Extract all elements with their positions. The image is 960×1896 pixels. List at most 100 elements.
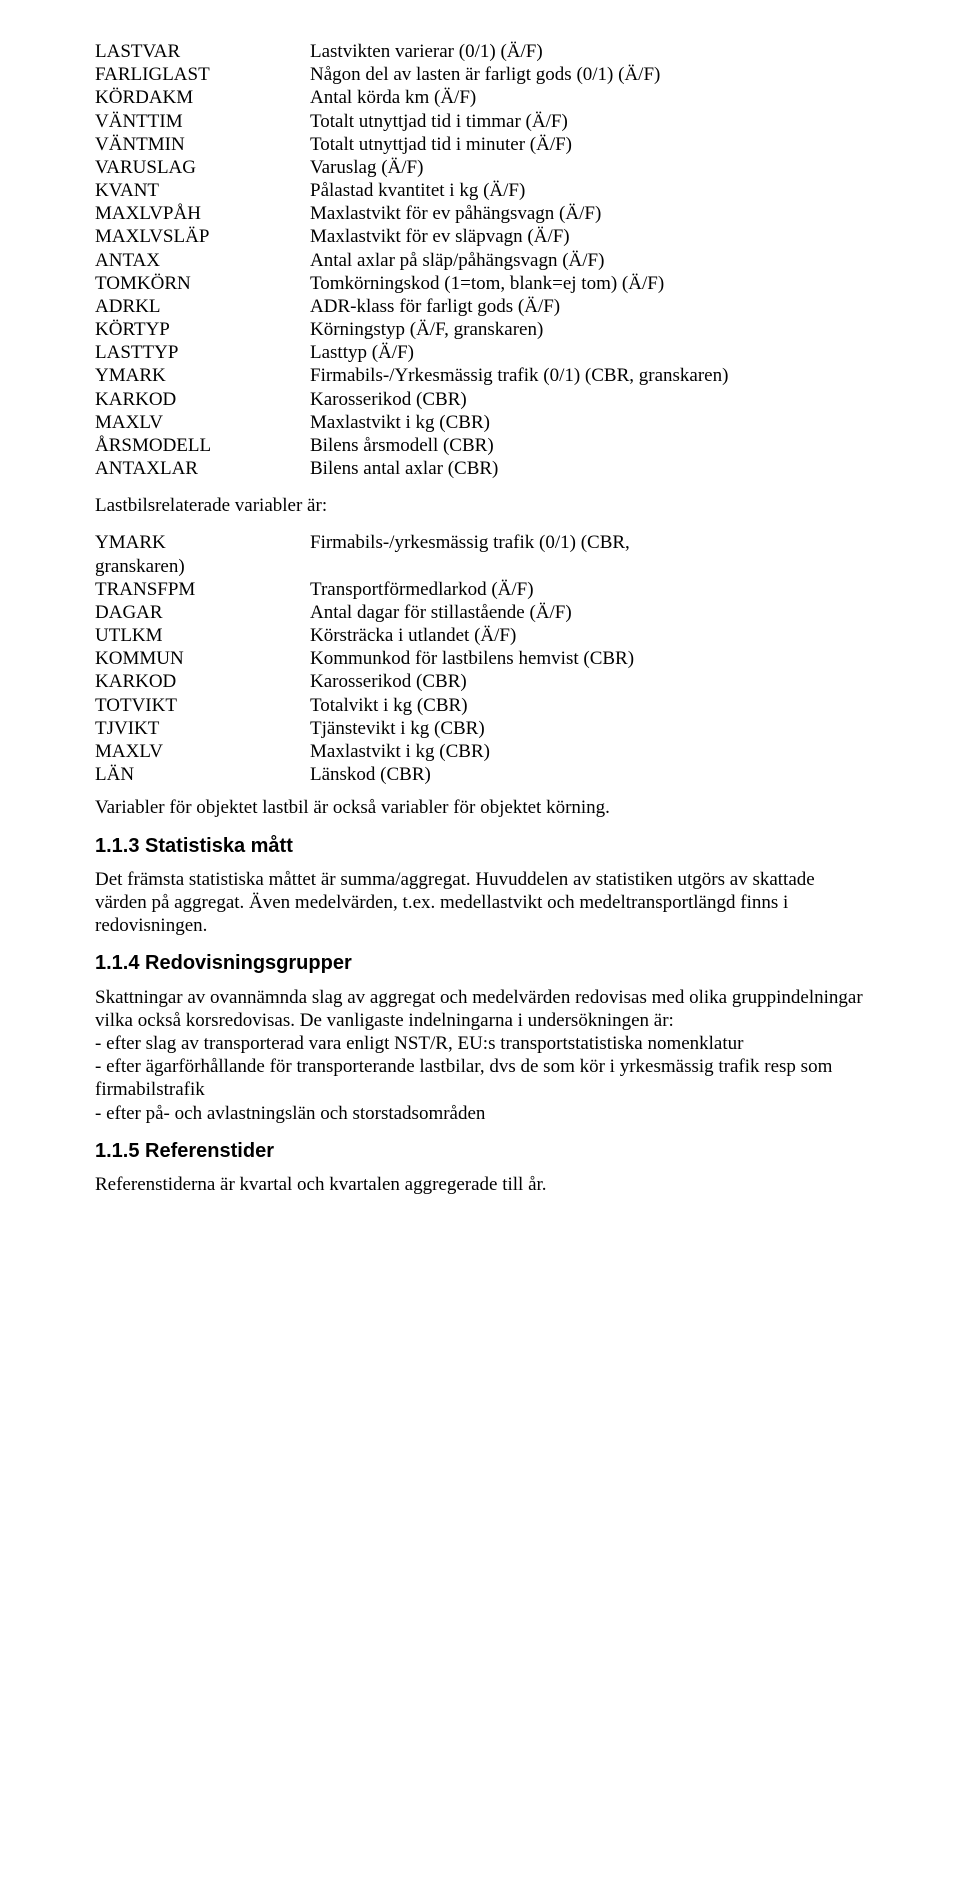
- variable-row: YMARKFirmabils-/Yrkesmässig trafik (0/1)…: [95, 364, 865, 387]
- variable-row: MAXLVMaxlastvikt i kg (CBR): [95, 411, 865, 434]
- variable-code: TOTVIKT: [95, 694, 310, 717]
- variable-code: DAGAR: [95, 601, 310, 624]
- variable-row: UTLKMKörsträcka i utlandet (Ä/F): [95, 624, 865, 647]
- variable-code: FARLIGLAST: [95, 63, 310, 86]
- variable-description: Någon del av lasten är farligt gods (0/1…: [310, 63, 865, 86]
- variable-description: Karosserikod (CBR): [310, 670, 865, 693]
- variable-description: Kommunkod för lastbilens hemvist (CBR): [310, 647, 865, 670]
- variable-row: YMARKgranskaren)Firmabils-/yrkesmässig t…: [95, 531, 865, 577]
- variable-code: YMARKgranskaren): [95, 531, 310, 577]
- variable-description: Firmabils-/Yrkesmässig trafik (0/1) (CBR…: [310, 364, 865, 387]
- variable-description: Lasttyp (Ä/F): [310, 341, 865, 364]
- variable-code: ANTAX: [95, 249, 310, 272]
- variable-row: LÄNLänskod (CBR): [95, 763, 865, 786]
- heading-1-1-5: 1.1.5 Referenstider: [95, 1139, 865, 1163]
- variable-description: Transportförmedlarkod (Ä/F): [310, 578, 865, 601]
- variable-row: ÅRSMODELLBilens årsmodell (CBR): [95, 434, 865, 457]
- variable-description: Körningstyp (Ä/F, granskaren): [310, 318, 865, 341]
- variable-description: Bilens antal axlar (CBR): [310, 457, 865, 480]
- bullets-1-1-4: - efter slag av transporterad vara enlig…: [95, 1032, 865, 1125]
- variable-code: KOMMUN: [95, 647, 310, 670]
- variable-description: Körsträcka i utlandet (Ä/F): [310, 624, 865, 647]
- para-after-vars2: Variabler för objektet lastbil är också …: [95, 796, 865, 819]
- bullet-line: - efter slag av transporterad vara enlig…: [95, 1032, 865, 1055]
- variable-row: TJVIKTTjänstevikt i kg (CBR): [95, 717, 865, 740]
- variable-code: VÄNTMIN: [95, 133, 310, 156]
- section-2-label: Lastbilsrelaterade variabler är:: [95, 494, 865, 517]
- variable-row: ANTAXLARBilens antal axlar (CBR): [95, 457, 865, 480]
- variable-code: VÄNTTIM: [95, 110, 310, 133]
- variable-row: LASTTYPLasttyp (Ä/F): [95, 341, 865, 364]
- variable-table-2: YMARKgranskaren)Firmabils-/yrkesmässig t…: [95, 531, 865, 786]
- variable-code: ÅRSMODELL: [95, 434, 310, 457]
- variable-description: ADR-klass för farligt gods (Ä/F): [310, 295, 865, 318]
- variable-description: Maxlastvikt för ev påhängsvagn (Ä/F): [310, 202, 865, 225]
- variable-row: KÖRDAKMAntal körda km (Ä/F): [95, 86, 865, 109]
- variable-code: MAXLV: [95, 740, 310, 763]
- variable-row: LASTVARLastvikten varierar (0/1) (Ä/F): [95, 40, 865, 63]
- para-1-1-4-intro: Skattningar av ovannämnda slag av aggreg…: [95, 986, 865, 1032]
- variable-row: MAXLVPÅHMaxlastvikt för ev påhängsvagn (…: [95, 202, 865, 225]
- variable-description: Tomkörningskod (1=tom, blank=ej tom) (Ä/…: [310, 272, 865, 295]
- para-1-1-5: Referenstiderna är kvartal och kvartalen…: [95, 1173, 865, 1196]
- variable-description: Tjänstevikt i kg (CBR): [310, 717, 865, 740]
- variable-description: Totalt utnyttjad tid i minuter (Ä/F): [310, 133, 865, 156]
- variable-description: Totalvikt i kg (CBR): [310, 694, 865, 717]
- variable-description: Antal axlar på släp/påhängsvagn (Ä/F): [310, 249, 865, 272]
- variable-code: TJVIKT: [95, 717, 310, 740]
- variable-code: MAXLVSLÄP: [95, 225, 310, 248]
- variable-code: KÖRTYP: [95, 318, 310, 341]
- variable-description: Antal körda km (Ä/F): [310, 86, 865, 109]
- heading-1-1-3: 1.1.3 Statistiska mått: [95, 834, 865, 858]
- variable-code: TOMKÖRN: [95, 272, 310, 295]
- variable-row: DAGARAntal dagar för stillastående (Ä/F): [95, 601, 865, 624]
- variable-description: Antal dagar för stillastående (Ä/F): [310, 601, 865, 624]
- variable-description: Totalt utnyttjad tid i timmar (Ä/F): [310, 110, 865, 133]
- variable-description: Varuslag (Ä/F): [310, 156, 865, 179]
- variable-row: TOTVIKTTotalvikt i kg (CBR): [95, 694, 865, 717]
- variable-description: Maxlastvikt i kg (CBR): [310, 740, 865, 763]
- variable-code: KARKOD: [95, 388, 310, 411]
- variable-description: Firmabils-/yrkesmässig trafik (0/1) (CBR…: [310, 531, 865, 577]
- variable-row: ANTAXAntal axlar på släp/påhängsvagn (Ä/…: [95, 249, 865, 272]
- variable-row: KVANTPålastad kvantitet i kg (Ä/F): [95, 179, 865, 202]
- variable-row: KÖRTYPKörningstyp (Ä/F, granskaren): [95, 318, 865, 341]
- variable-description: Karosserikod (CBR): [310, 388, 865, 411]
- variable-description: Maxlastvikt för ev släpvagn (Ä/F): [310, 225, 865, 248]
- variable-row: VÄNTMINTotalt utnyttjad tid i minuter (Ä…: [95, 133, 865, 156]
- variable-code: KARKOD: [95, 670, 310, 693]
- variable-row: VÄNTTIMTotalt utnyttjad tid i timmar (Ä/…: [95, 110, 865, 133]
- variable-code: ANTAXLAR: [95, 457, 310, 480]
- variable-description: Bilens årsmodell (CBR): [310, 434, 865, 457]
- bullet-line: - efter ägarförhållande för transportera…: [95, 1055, 865, 1101]
- variable-row: FARLIGLASTNågon del av lasten är farligt…: [95, 63, 865, 86]
- variable-code: VARUSLAG: [95, 156, 310, 179]
- variable-code: TRANSFPM: [95, 578, 310, 601]
- variable-code: MAXLVPÅH: [95, 202, 310, 225]
- variable-description: Länskod (CBR): [310, 763, 865, 786]
- variable-code: LASTVAR: [95, 40, 310, 63]
- variable-code: UTLKM: [95, 624, 310, 647]
- variable-table-1: LASTVARLastvikten varierar (0/1) (Ä/F)FA…: [95, 40, 865, 480]
- variable-description: Pålastad kvantitet i kg (Ä/F): [310, 179, 865, 202]
- variable-row: VARUSLAGVaruslag (Ä/F): [95, 156, 865, 179]
- para-1-1-3: Det främsta statistiska måttet är summa/…: [95, 868, 865, 938]
- variable-row: MAXLVSLÄPMaxlastvikt för ev släpvagn (Ä/…: [95, 225, 865, 248]
- variable-code: KVANT: [95, 179, 310, 202]
- variable-description: Maxlastvikt i kg (CBR): [310, 411, 865, 434]
- variable-code: YMARK: [95, 364, 310, 387]
- document-page: LASTVARLastvikten varierar (0/1) (Ä/F)FA…: [0, 0, 960, 1266]
- variable-row: TOMKÖRNTomkörningskod (1=tom, blank=ej t…: [95, 272, 865, 295]
- variable-code: LASTTYP: [95, 341, 310, 364]
- variable-row: TRANSFPMTransportförmedlarkod (Ä/F): [95, 578, 865, 601]
- variable-row: ADRKLADR-klass för farligt gods (Ä/F): [95, 295, 865, 318]
- variable-row: MAXLVMaxlastvikt i kg (CBR): [95, 740, 865, 763]
- variable-row: KARKODKarosserikod (CBR): [95, 670, 865, 693]
- variable-code: MAXLV: [95, 411, 310, 434]
- variable-code: LÄN: [95, 763, 310, 786]
- variable-description: Lastvikten varierar (0/1) (Ä/F): [310, 40, 865, 63]
- bullet-line: - efter på- och avlastningslän och stors…: [95, 1102, 865, 1125]
- variable-code: ADRKL: [95, 295, 310, 318]
- heading-1-1-4: 1.1.4 Redovisningsgrupper: [95, 951, 865, 975]
- variable-row: KARKODKarosserikod (CBR): [95, 388, 865, 411]
